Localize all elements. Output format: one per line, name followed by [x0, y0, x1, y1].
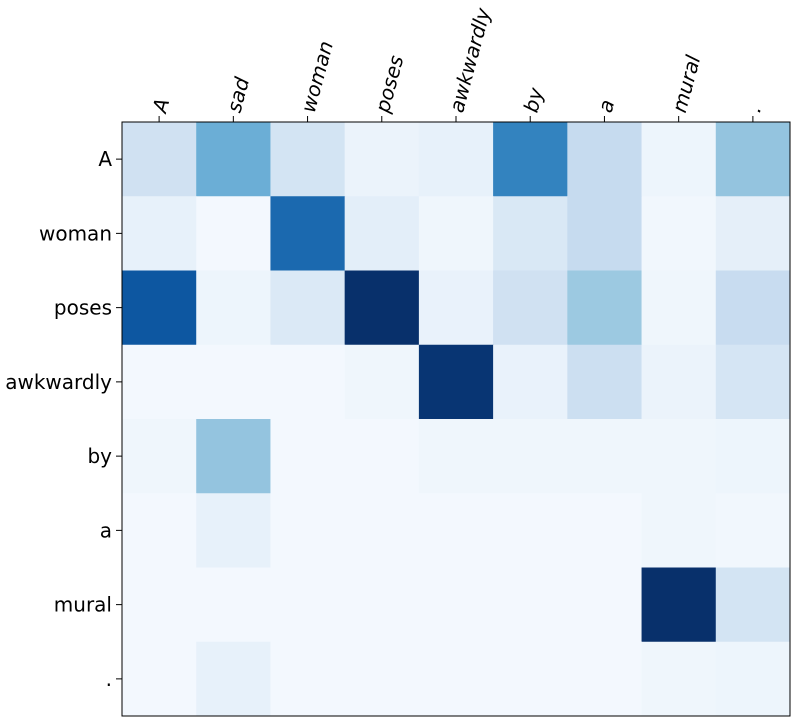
- heatmap-cell: [493, 493, 568, 568]
- heatmap-cell: [641, 419, 717, 494]
- heatmap-cell: [418, 270, 494, 346]
- x-tick-label: awkwardly: [444, 4, 495, 115]
- heatmap-cell: [270, 567, 346, 643]
- heatmap-cell: [122, 122, 197, 197]
- heatmap-cell: [270, 493, 346, 568]
- y-tick-label: a: [100, 518, 112, 542]
- y-tick-label: by: [87, 444, 112, 468]
- heatmap-cell: [270, 344, 346, 420]
- heatmap-cell: [122, 270, 197, 346]
- heatmap-cell: [493, 567, 568, 643]
- heatmap-cell: [122, 196, 197, 271]
- heatmap-cell: [122, 567, 197, 643]
- heatmap-cell: [196, 270, 271, 346]
- heatmap-cell: [715, 270, 791, 346]
- heatmap-cell: [196, 344, 271, 420]
- heatmap-cell: [641, 344, 717, 420]
- y-tick-label: woman: [39, 221, 112, 245]
- heatmap-cell: [270, 196, 346, 271]
- x-tick-label: a: [593, 97, 619, 115]
- heatmap-cell: [344, 196, 420, 271]
- y-tick-label: awkwardly: [5, 370, 112, 394]
- heatmap-cell: [493, 344, 568, 420]
- heatmap-cell: [196, 493, 271, 568]
- heatmap-cell: [270, 270, 346, 346]
- heatmap-cell: [641, 122, 717, 197]
- heatmap-cell: [493, 641, 568, 717]
- heatmap-cell: [715, 122, 791, 197]
- heatmap-cell: [567, 196, 643, 271]
- y-tick-label: mural: [54, 593, 112, 617]
- heatmap-cell: [270, 122, 346, 197]
- heatmap-cell: [493, 270, 568, 346]
- heatmap-cell: [715, 641, 791, 717]
- heatmap-cell: [344, 122, 420, 197]
- heatmap-cell: [567, 270, 643, 346]
- x-tick-label: woman: [296, 38, 338, 115]
- heatmap-cells: [122, 122, 791, 717]
- heatmap-cell: [567, 641, 643, 717]
- heatmap-cell: [122, 419, 197, 494]
- heatmap-cell: [344, 419, 420, 494]
- x-tick-label: sad: [222, 74, 254, 115]
- heatmap-cell: [344, 567, 420, 643]
- heatmap-cell: [567, 419, 643, 494]
- heatmap-cell: [122, 641, 197, 717]
- heatmap-cell: [418, 567, 494, 643]
- heatmap-cell: [715, 493, 791, 568]
- heatmap-cell: [715, 567, 791, 643]
- heatmap-cell: [641, 493, 717, 568]
- heatmap-cell: [493, 419, 568, 494]
- heatmap-cell: [196, 641, 271, 717]
- heatmap-cell: [196, 196, 271, 271]
- heatmap-cell: [196, 567, 271, 643]
- heatmap-cell: [418, 641, 494, 717]
- y-tick-label: .: [106, 667, 112, 691]
- heatmap-cell: [122, 344, 197, 420]
- x-tick-label: A: [147, 96, 174, 117]
- heatmap-cell: [270, 641, 346, 717]
- heatmap-cell: [344, 270, 420, 346]
- x-tick-label: .: [741, 103, 766, 115]
- heatmap-cell: [493, 122, 568, 197]
- heatmap-cell: [344, 344, 420, 420]
- heatmap-cell: [567, 122, 643, 197]
- heatmap-cell: [344, 641, 420, 717]
- heatmap-cell: [567, 344, 643, 420]
- y-tick-label: A: [98, 147, 112, 171]
- heatmap-cell: [270, 419, 346, 494]
- heatmap-cell: [641, 270, 717, 346]
- heatmap-cell: [567, 493, 643, 568]
- heatmap-cell: [418, 344, 494, 420]
- heatmap-cell: [196, 122, 271, 197]
- heatmap-cell: [344, 493, 420, 568]
- y-tick-label: poses: [54, 296, 112, 320]
- x-tick-label: poses: [370, 53, 408, 116]
- heatmap-cell: [715, 344, 791, 420]
- heatmap-cell: [196, 419, 271, 494]
- heatmap-cell: [418, 196, 494, 271]
- x-tick-label: by: [519, 84, 549, 115]
- heatmap-cell: [641, 641, 717, 717]
- heatmap-cell: [567, 567, 643, 643]
- x-tick-label: mural: [667, 52, 705, 115]
- heatmap-cell: [715, 419, 791, 494]
- heatmap-cell: [493, 196, 568, 271]
- heatmap-cell: [641, 567, 717, 643]
- heatmap-cell: [641, 196, 717, 271]
- heatmap-cell: [418, 419, 494, 494]
- heatmap-cell: [418, 122, 494, 197]
- heatmap-cell: [418, 493, 494, 568]
- heatmap-cell: [715, 196, 791, 271]
- heatmap-cell: [122, 493, 197, 568]
